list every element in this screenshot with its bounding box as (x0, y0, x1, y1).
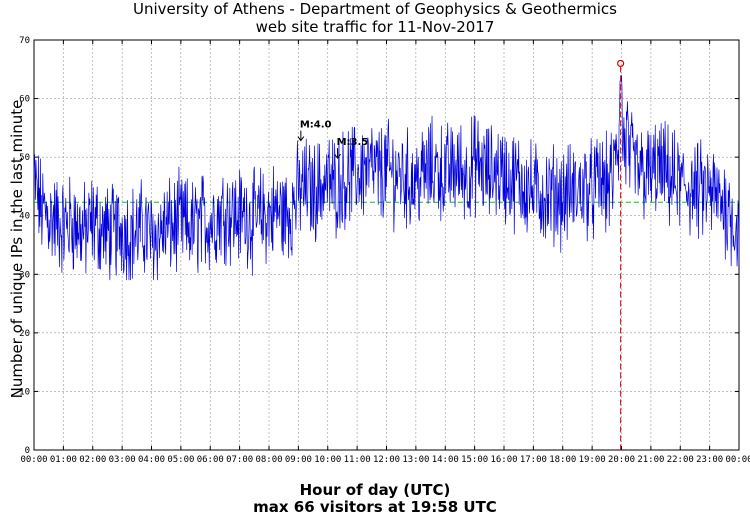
x-tick-label: 08:00 (255, 455, 282, 465)
event-arrow-head (334, 153, 341, 159)
traffic-series-line (33, 75, 740, 281)
x-tick-label: 00:00 (725, 455, 750, 465)
x-tick-label: 22:00 (667, 455, 694, 465)
x-tick-label: 04:00 (138, 455, 165, 465)
x-tick-label: 14:00 (432, 455, 459, 465)
x-tick-label: 21:00 (637, 455, 664, 465)
y-tick-label: 40 (19, 212, 30, 222)
x-tick-label: 13:00 (402, 455, 429, 465)
y-tick-label: 10 (19, 387, 30, 397)
y-tick-label: 20 (19, 329, 30, 339)
y-tick-label: 30 (19, 270, 30, 280)
x-tick-label: 11:00 (344, 455, 371, 465)
x-tick-label: 16:00 (490, 455, 517, 465)
event-annotation-label: M:3.5 (337, 137, 369, 148)
chart-title: University of Athens - Department of Geo… (133, 0, 617, 18)
x-tick-label: 12:00 (373, 455, 400, 465)
x-tick-label: 20:00 (608, 455, 635, 465)
x-tick-label: 02:00 (79, 455, 106, 465)
y-tick-label: 0 (25, 446, 30, 456)
x-tick-label: 07:00 (226, 455, 253, 465)
x-tick-label: 19:00 (579, 455, 606, 465)
x-tick-label: 15:00 (461, 455, 488, 465)
x-tick-label: 06:00 (197, 455, 224, 465)
x-tick-label: 10:00 (314, 455, 341, 465)
y-tick-label: 70 (19, 36, 30, 46)
chart-subtitle: web site traffic for 11-Nov-2017 (255, 18, 495, 36)
x-tick-label: 03:00 (109, 455, 136, 465)
x-tick-label: 05:00 (167, 455, 194, 465)
x-tick-label: 09:00 (285, 455, 312, 465)
y-tick-label: 50 (19, 153, 30, 163)
max-point-marker (617, 59, 625, 68)
x-tick-label: 23:00 (696, 455, 723, 465)
event-arrow-head (297, 136, 305, 142)
max-visitors-caption: max 66 visitors at 19:58 UTC (253, 498, 497, 516)
x-tick-label: 18:00 (549, 455, 576, 465)
event-annotation-label: M:4.0 (300, 120, 332, 131)
x-axis-label: Hour of day (UTC) (299, 481, 451, 499)
x-tick-label: 17:00 (520, 455, 547, 465)
x-tick-label: 01:00 (50, 455, 77, 465)
y-tick-label: 60 (19, 95, 30, 105)
x-tick-label: 00:00 (20, 455, 47, 465)
